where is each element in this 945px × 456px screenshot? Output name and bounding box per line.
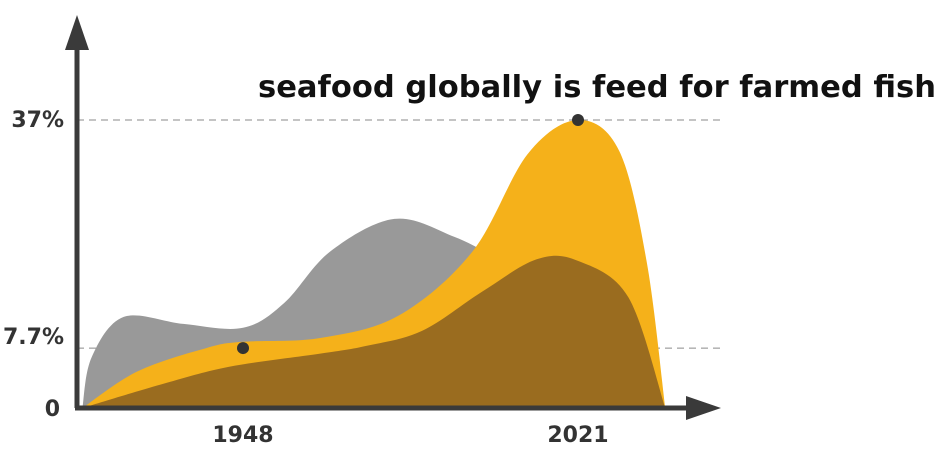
y-tick-labels: 0 7.7% 37% xyxy=(3,108,64,422)
x-tick-labels: 1948 2021 xyxy=(212,423,608,448)
x-tick-label-0: 1948 xyxy=(212,423,273,448)
area-series-2 xyxy=(82,255,666,408)
axes xyxy=(65,15,721,420)
chart-title: seafood globally is feed for farmed fish xyxy=(258,70,936,105)
y-axis-arrow xyxy=(65,15,89,50)
markers xyxy=(237,114,584,355)
x-tick-label-1: 2021 xyxy=(547,423,608,448)
x-axis-arrow xyxy=(686,396,721,420)
y-tick-label-1: 7.7% xyxy=(3,325,64,350)
data-marker-1 xyxy=(572,114,584,126)
data-marker-0 xyxy=(237,342,249,355)
y-tick-label-2: 37% xyxy=(11,108,64,133)
area-series xyxy=(82,119,666,408)
y-tick-label-0: 0 xyxy=(45,397,60,422)
